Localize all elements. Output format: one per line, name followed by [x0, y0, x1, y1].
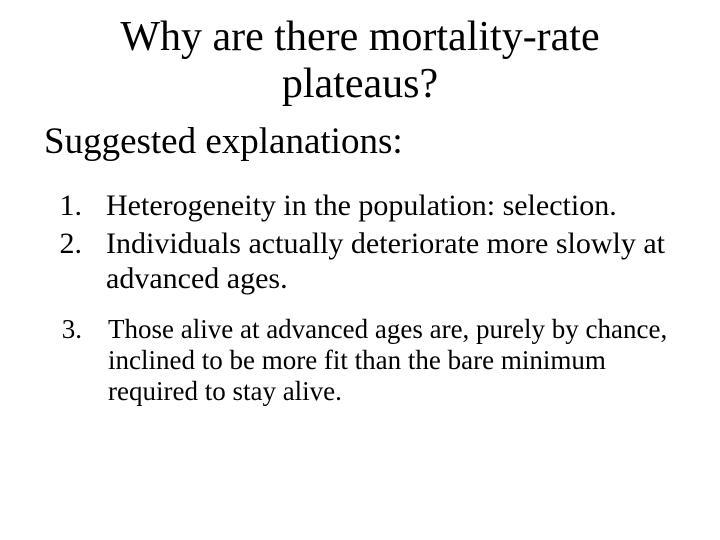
slide-subtitle: Suggested explanations:: [44, 122, 680, 163]
list-item: 1. Heterogeneity in the population: sele…: [40, 189, 680, 224]
list-number: 1.: [40, 189, 82, 224]
list-item: 2. Individuals actually deteriorate more…: [40, 227, 680, 296]
list-item: 3. Those alive at advanced ages are, pur…: [40, 314, 680, 407]
list-text: Those alive at advanced ages are, purely…: [108, 314, 680, 407]
slide: Why are there mortality-rate plateaus? S…: [0, 0, 720, 540]
slide-title: Why are there mortality-rate plateaus?: [40, 14, 680, 108]
list-text: Heterogeneity in the population: selecti…: [106, 189, 680, 224]
list-text: Individuals actually deteriorate more sl…: [106, 227, 680, 296]
title-line-2: plateaus?: [282, 61, 438, 107]
explanations-list-group-2: 3. Those alive at advanced ages are, pur…: [40, 314, 680, 407]
list-number: 3.: [40, 314, 82, 345]
explanations-list-group-1: 1. Heterogeneity in the population: sele…: [40, 189, 680, 297]
title-line-1: Why are there mortality-rate: [120, 14, 599, 60]
list-number: 2.: [40, 227, 82, 262]
